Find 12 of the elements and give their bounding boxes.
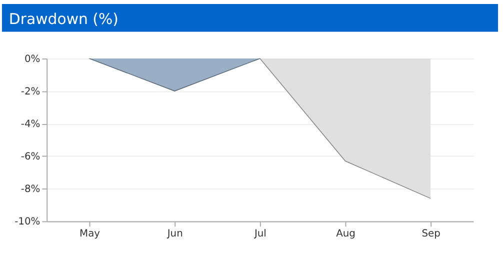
y-tick-label: 0% [24,54,40,65]
x-tick-label: Jun [166,228,183,240]
y-tick-label: -10% [14,216,40,228]
y-tick-label: -4% [20,119,40,130]
x-tick-label: May [80,228,100,240]
y-tick-label: -2% [20,86,40,98]
x-tick-label: Jul [253,228,266,240]
y-tick-label: -8% [20,184,40,196]
x-tick-label: Aug [336,228,356,240]
x-tick-label: Sep [422,228,440,240]
y-tick-label: -6% [20,152,40,163]
chart-title: Drawdown (%) [8,10,118,28]
